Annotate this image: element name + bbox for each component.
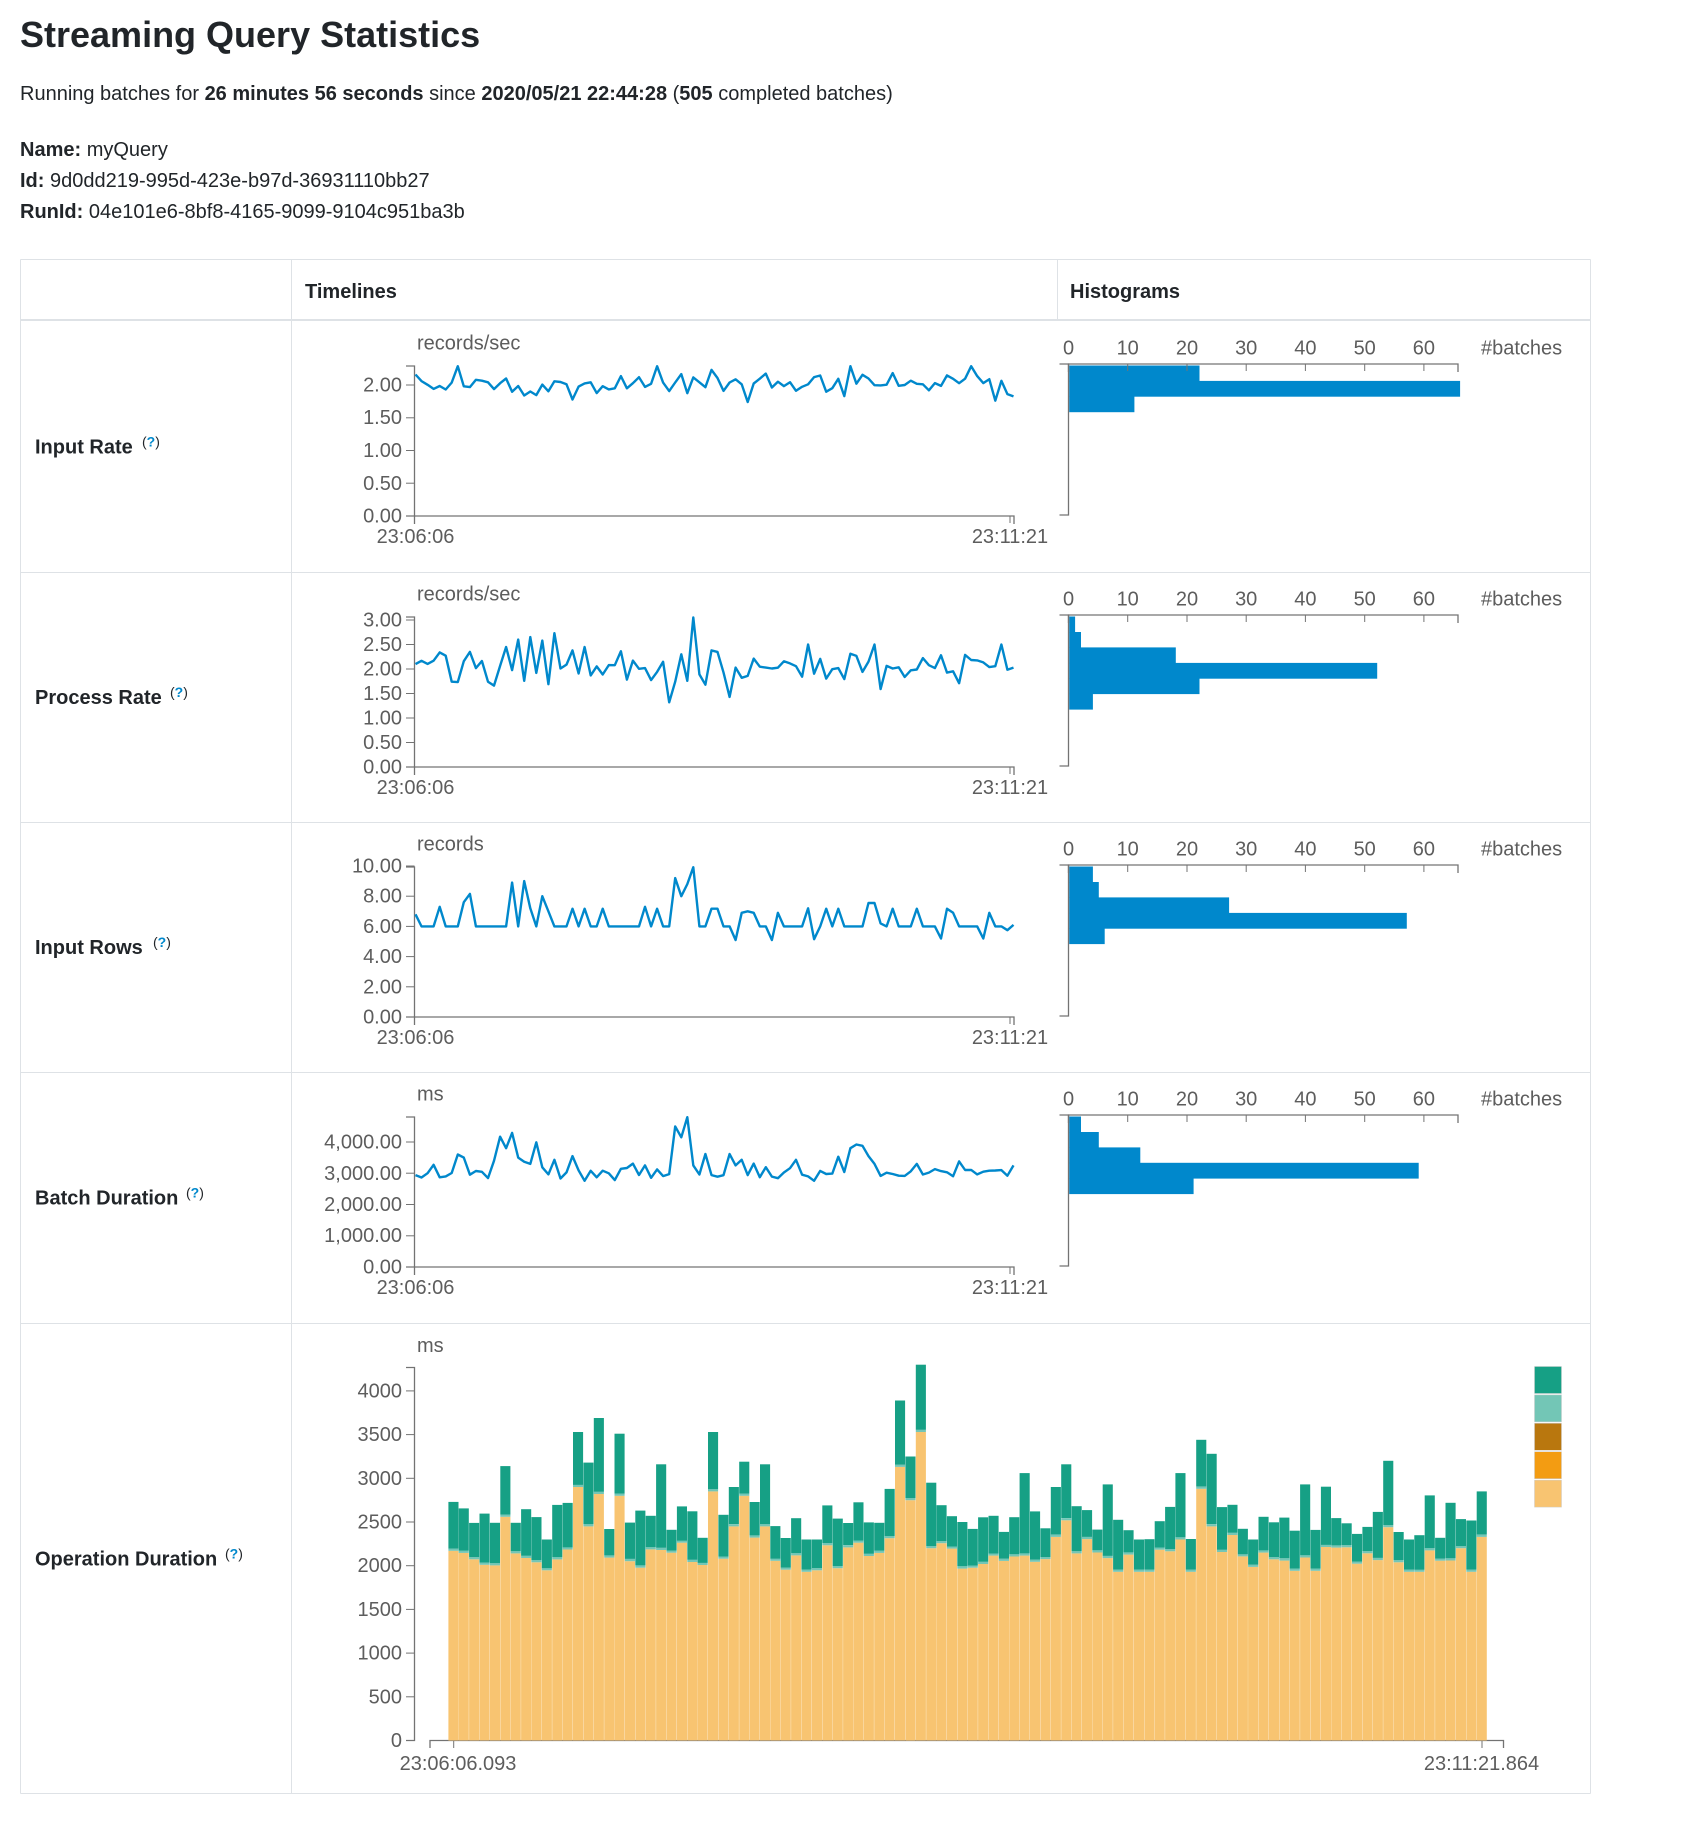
svg-text:60: 60 [1413,589,1435,611]
svg-text:50: 50 [1354,1089,1376,1111]
svg-text:23:06:06.093: 23:06:06.093 [400,1753,517,1775]
svg-text:60: 60 [1413,338,1435,360]
svg-text:1000: 1000 [358,1643,403,1665]
svg-text:#batches: #batches [1481,1089,1562,1111]
svg-text:10: 10 [1117,589,1139,611]
svg-text:3,000.00: 3,000.00 [324,1163,402,1185]
svg-text:10: 10 [1117,338,1139,360]
svg-text:records/sec: records/sec [417,333,520,355]
svg-text:#batches: #batches [1481,589,1562,611]
svg-text:4,000.00: 4,000.00 [324,1132,402,1154]
svg-text:20: 20 [1176,839,1198,861]
svg-text:1.50: 1.50 [363,407,402,429]
svg-text:(?): (?) [170,684,188,700]
svg-text:(?): (?) [225,1546,243,1562]
svg-text:40: 40 [1294,839,1316,861]
svg-text:0: 0 [1063,589,1074,611]
svg-text:10: 10 [1117,839,1139,861]
svg-text:1500: 1500 [358,1599,403,1621]
svg-text:4000: 4000 [358,1380,403,1402]
svg-text:(?): (?) [186,1185,204,1201]
svg-text:0: 0 [1063,839,1074,861]
svg-text:23:11:21: 23:11:21 [972,777,1048,799]
svg-text:RunId: 04e101e6-8bf8-4165-9099: RunId: 04e101e6-8bf8-4165-9099-9104c951b… [20,201,465,223]
svg-text:0: 0 [1063,338,1074,360]
svg-text:60: 60 [1413,839,1435,861]
svg-text:0: 0 [1063,1089,1074,1111]
svg-text:records/sec: records/sec [417,584,520,606]
svg-text:2000: 2000 [358,1555,403,1577]
svg-text:1.00: 1.00 [363,440,402,462]
svg-text:4.00: 4.00 [363,946,402,968]
svg-text:2.00: 2.00 [363,375,402,397]
svg-text:3000: 3000 [358,1468,403,1490]
svg-text:20: 20 [1176,589,1198,611]
svg-text:0.00: 0.00 [363,757,402,779]
svg-text:0.50: 0.50 [363,732,402,754]
svg-text:23:11:21: 23:11:21 [972,1027,1048,1049]
svg-text:0.50: 0.50 [363,473,402,495]
svg-text:23:06:06: 23:06:06 [377,1277,455,1299]
svg-text:ms: ms [417,1335,444,1357]
svg-text:40: 40 [1294,338,1316,360]
svg-text:23:11:21: 23:11:21 [972,526,1048,548]
svg-text:0.00: 0.00 [363,1007,402,1029]
svg-text:30: 30 [1235,338,1257,360]
svg-text:40: 40 [1294,1089,1316,1111]
svg-text:ms: ms [417,1084,444,1106]
svg-text:Input Rate: Input Rate [35,437,133,459]
svg-text:30: 30 [1235,1089,1257,1111]
svg-text:2.00: 2.00 [363,976,402,998]
svg-text:1,000.00: 1,000.00 [324,1225,402,1247]
svg-text:#batches: #batches [1481,839,1562,861]
svg-text:(?): (?) [142,434,160,450]
svg-text:Running batches for 26 minutes: Running batches for 26 minutes 56 second… [20,83,893,105]
svg-text:23:06:06: 23:06:06 [377,526,455,548]
svg-text:50: 50 [1354,839,1376,861]
svg-text:3.00: 3.00 [363,610,402,632]
svg-text:0.00: 0.00 [363,1257,402,1279]
svg-text:20: 20 [1176,338,1198,360]
svg-text:23:11:21: 23:11:21 [972,1277,1048,1299]
svg-text:2.00: 2.00 [363,659,402,681]
svg-text:1.00: 1.00 [363,708,402,730]
svg-text:(?): (?) [153,934,171,950]
svg-text:60: 60 [1413,1089,1435,1111]
svg-text:Name: myQuery: Name: myQuery [20,139,168,161]
svg-text:Id: 9d0dd219-995d-423e-b97d-36: Id: 9d0dd219-995d-423e-b97d-36931110bb27 [20,170,430,192]
svg-text:Streaming Query Statistics: Streaming Query Statistics [20,14,480,55]
svg-text:23:11:21.864: 23:11:21.864 [1424,1753,1539,1775]
svg-text:records: records [417,834,484,856]
svg-text:6.00: 6.00 [363,916,402,938]
svg-text:Input Rows: Input Rows [35,937,143,959]
svg-text:30: 30 [1235,589,1257,611]
svg-text:50: 50 [1354,589,1376,611]
svg-text:23:06:06: 23:06:06 [377,1027,455,1049]
svg-text:8.00: 8.00 [363,886,402,908]
svg-text:0: 0 [391,1730,402,1752]
svg-text:20: 20 [1176,1089,1198,1111]
svg-text:500: 500 [369,1686,402,1708]
svg-text:Timelines: Timelines [305,281,397,303]
svg-text:3500: 3500 [358,1424,403,1446]
svg-text:10.00: 10.00 [352,856,402,878]
svg-text:2,000.00: 2,000.00 [324,1194,402,1216]
svg-text:50: 50 [1354,338,1376,360]
svg-text:Histograms: Histograms [1070,281,1180,303]
svg-text:2.50: 2.50 [363,634,402,656]
svg-text:Operation Duration: Operation Duration [35,1549,217,1571]
svg-text:40: 40 [1294,589,1316,611]
svg-text:30: 30 [1235,839,1257,861]
svg-text:1.50: 1.50 [363,683,402,705]
svg-text:2500: 2500 [358,1512,403,1534]
svg-text:0.00: 0.00 [363,506,402,528]
svg-text:23:06:06: 23:06:06 [377,777,455,799]
svg-text:Process Rate: Process Rate [35,687,162,709]
svg-text:Batch Duration: Batch Duration [35,1188,178,1210]
svg-text:10: 10 [1117,1089,1139,1111]
svg-text:#batches: #batches [1481,338,1562,360]
